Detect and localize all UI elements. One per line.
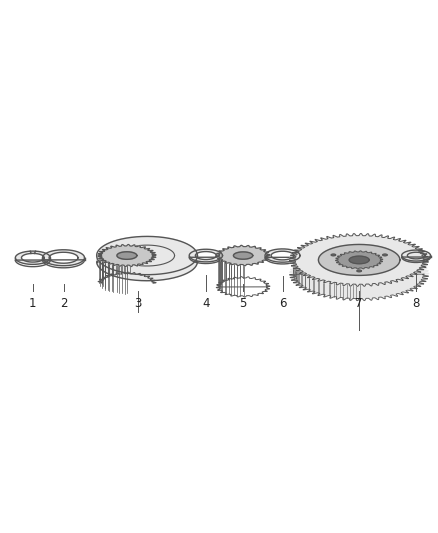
Polygon shape: [290, 233, 429, 286]
Text: 8: 8: [413, 297, 420, 310]
Polygon shape: [357, 270, 361, 272]
Polygon shape: [331, 254, 336, 256]
Text: 3: 3: [134, 297, 141, 310]
Text: 7: 7: [355, 297, 363, 310]
PathPatch shape: [402, 250, 431, 261]
Polygon shape: [349, 256, 369, 264]
Polygon shape: [336, 251, 383, 269]
Polygon shape: [97, 237, 198, 274]
Polygon shape: [318, 245, 400, 276]
Text: 5: 5: [240, 297, 247, 310]
Polygon shape: [290, 248, 429, 301]
PathPatch shape: [189, 249, 223, 262]
Polygon shape: [97, 243, 198, 281]
Polygon shape: [216, 245, 270, 266]
PathPatch shape: [265, 249, 300, 262]
Polygon shape: [117, 252, 137, 260]
Polygon shape: [233, 252, 253, 259]
PathPatch shape: [15, 251, 50, 264]
Text: 4: 4: [202, 297, 210, 310]
Text: 6: 6: [279, 297, 286, 310]
Polygon shape: [98, 245, 156, 266]
PathPatch shape: [42, 250, 85, 266]
Polygon shape: [383, 254, 387, 256]
Text: 2: 2: [60, 297, 67, 310]
Text: 1: 1: [29, 297, 37, 310]
